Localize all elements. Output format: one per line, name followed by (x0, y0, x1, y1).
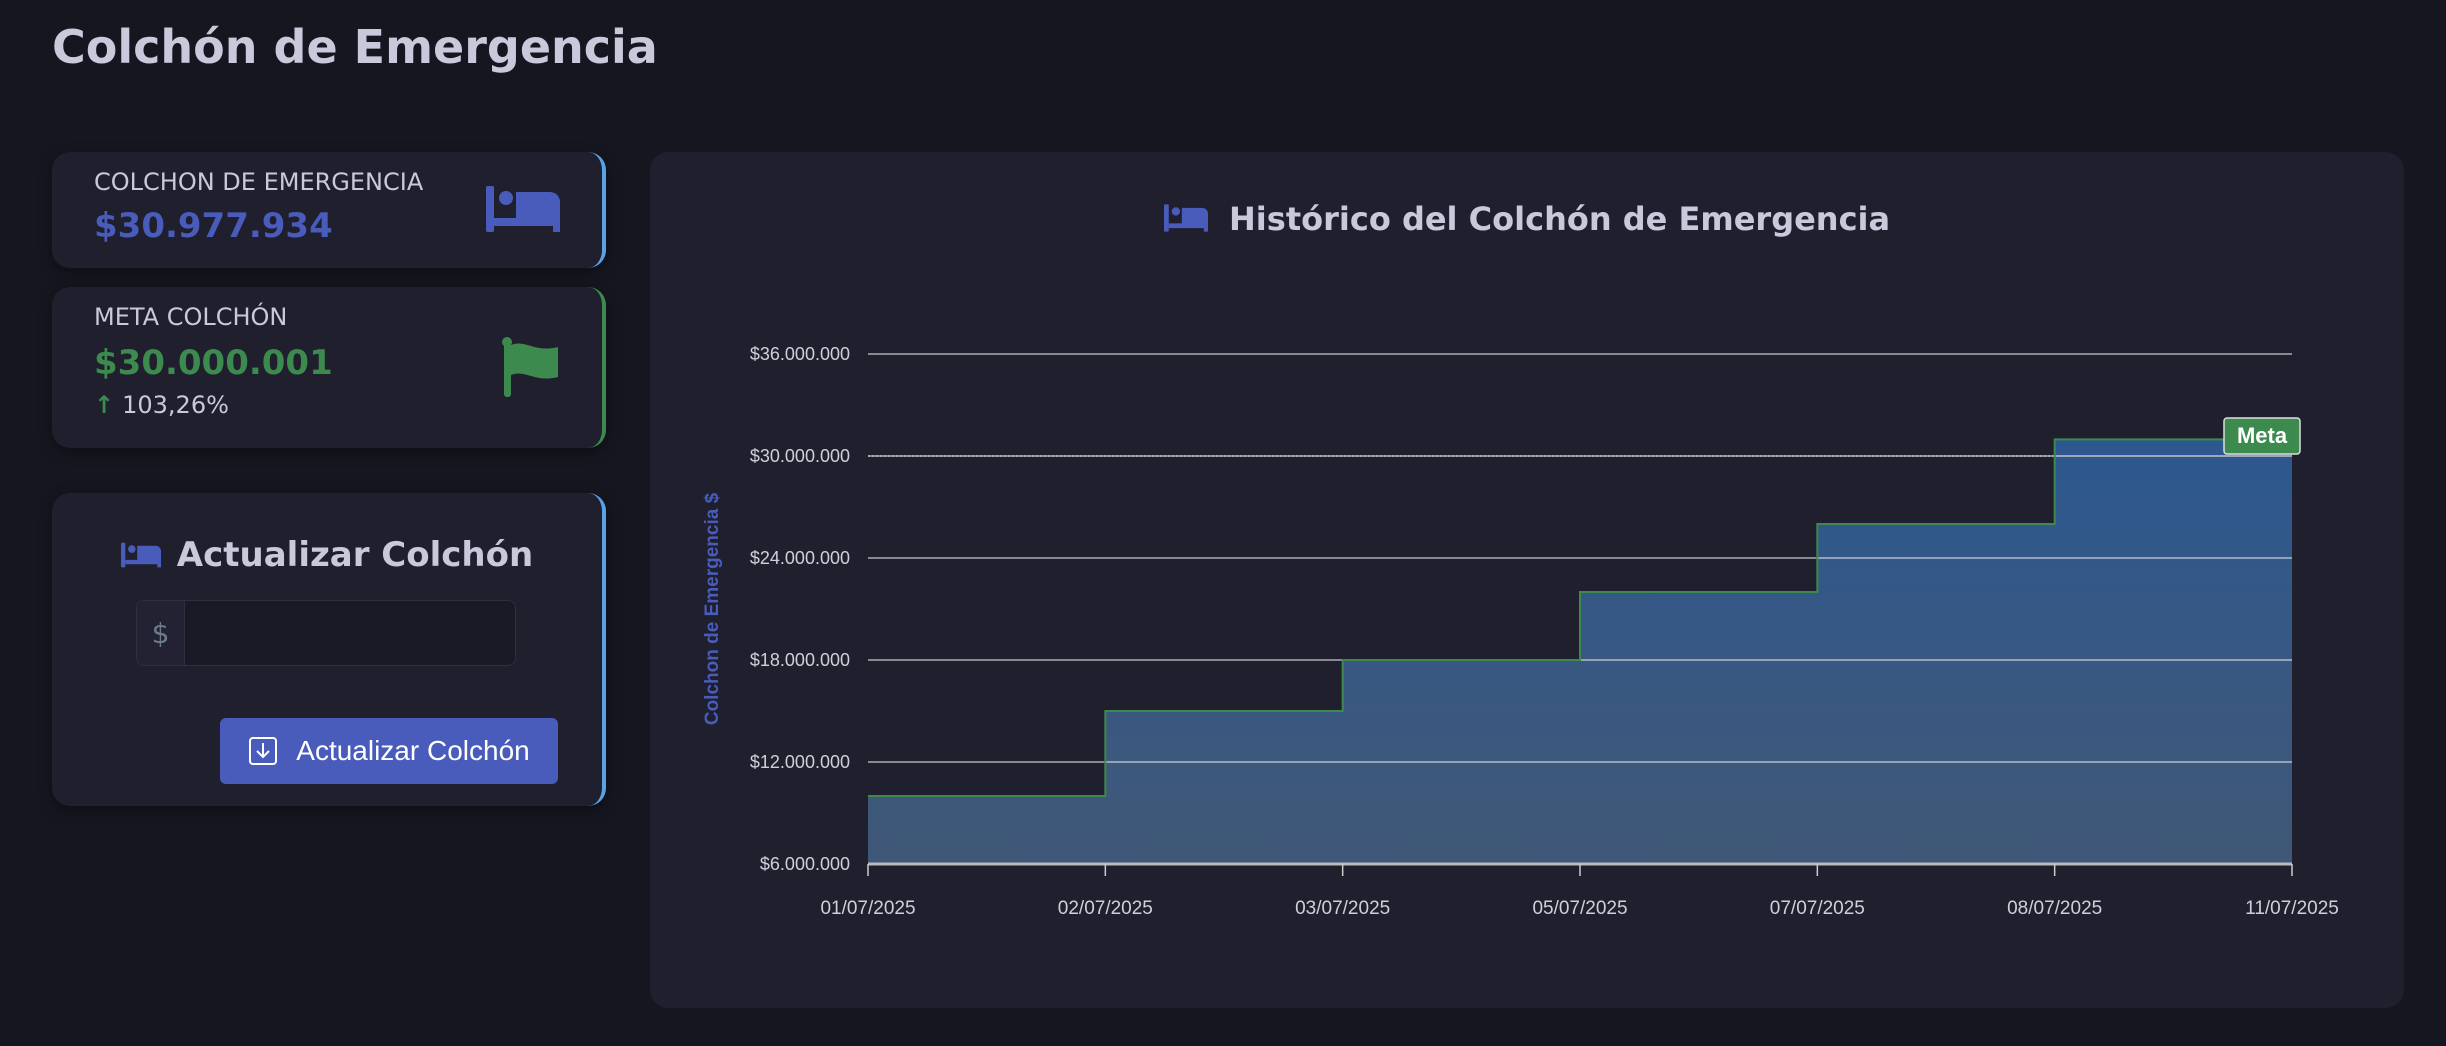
series-line (868, 438, 2292, 797)
flag-icon (502, 337, 558, 397)
update-button[interactable]: Actualizar Colchón (220, 718, 558, 784)
chart-title-text: Histórico del Colchón de Emergencia (1229, 200, 1891, 238)
amount-input-group: $ (136, 600, 516, 666)
update-button-label: Actualizar Colchón (296, 735, 530, 766)
update-title: Actualizar Colchón (52, 535, 602, 575)
y-tick-label: $6.000.000 (760, 854, 850, 874)
bed-icon (1163, 204, 1208, 232)
x-tick-label: 02/07/2025 (1058, 898, 1153, 919)
bed-icon (120, 542, 161, 568)
currency-prefix: $ (137, 601, 185, 665)
y-tick-label: $12.000.000 (750, 752, 850, 772)
update-title-text: Actualizar Colchón (176, 535, 534, 575)
chart-panel: Histórico del Colchón de Emergencia Colc… (650, 152, 2404, 1008)
y-tick-label: $24.000.000 (750, 548, 850, 568)
x-tick-label: 08/07/2025 (2007, 898, 2102, 919)
emergency-fund-card: COLCHON DE EMERGENCIA $30.977.934 (52, 152, 606, 268)
card-value: $30.000.001 (94, 343, 333, 383)
amount-input[interactable] (185, 601, 515, 665)
page-title: Colchón de Emergencia (52, 20, 658, 74)
x-tick-label: 07/07/2025 (1770, 898, 1865, 919)
step-chart: Colchon de Emergencia $ $6.000.000 $12.00… (702, 344, 2339, 919)
goal-badge-label: Meta (2237, 423, 2288, 448)
y-axis-label: Colchon de Emergencia $ (702, 492, 723, 725)
card-value: $30.977.934 (94, 206, 333, 246)
update-card: Actualizar Colchón $ Actualizar Colchón (52, 493, 606, 806)
progress-percent: 103,26% (122, 391, 229, 419)
card-label: META COLCHÓN (94, 303, 288, 331)
x-tick-label: 11/07/2025 (2245, 898, 2339, 919)
y-tick-label: $18.000.000 (750, 650, 850, 670)
x-tick-label: 05/07/2025 (1532, 898, 1627, 919)
x-tick-label: 01/07/2025 (820, 898, 915, 919)
goal-card: META COLCHÓN $30.000.001 ↑ 103,26% (52, 287, 606, 448)
card-label: COLCHON DE EMERGENCIA (94, 168, 424, 196)
y-tick-label: $36.000.000 (750, 344, 850, 364)
progress-change: ↑ 103,26% (94, 391, 229, 419)
bed-icon (486, 186, 560, 232)
x-tick-label: 03/07/2025 (1295, 898, 1390, 919)
chart-title: Histórico del Colchón de Emergencia (650, 200, 2404, 238)
goal-badge (2223, 417, 2301, 455)
y-tick-label: $30.000.000 (750, 446, 850, 466)
download-box-icon (249, 737, 278, 765)
arrow-up-icon: ↑ (94, 391, 115, 419)
